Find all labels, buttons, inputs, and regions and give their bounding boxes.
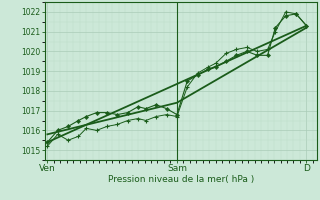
X-axis label: Pression niveau de la mer( hPa ): Pression niveau de la mer( hPa )	[108, 175, 254, 184]
